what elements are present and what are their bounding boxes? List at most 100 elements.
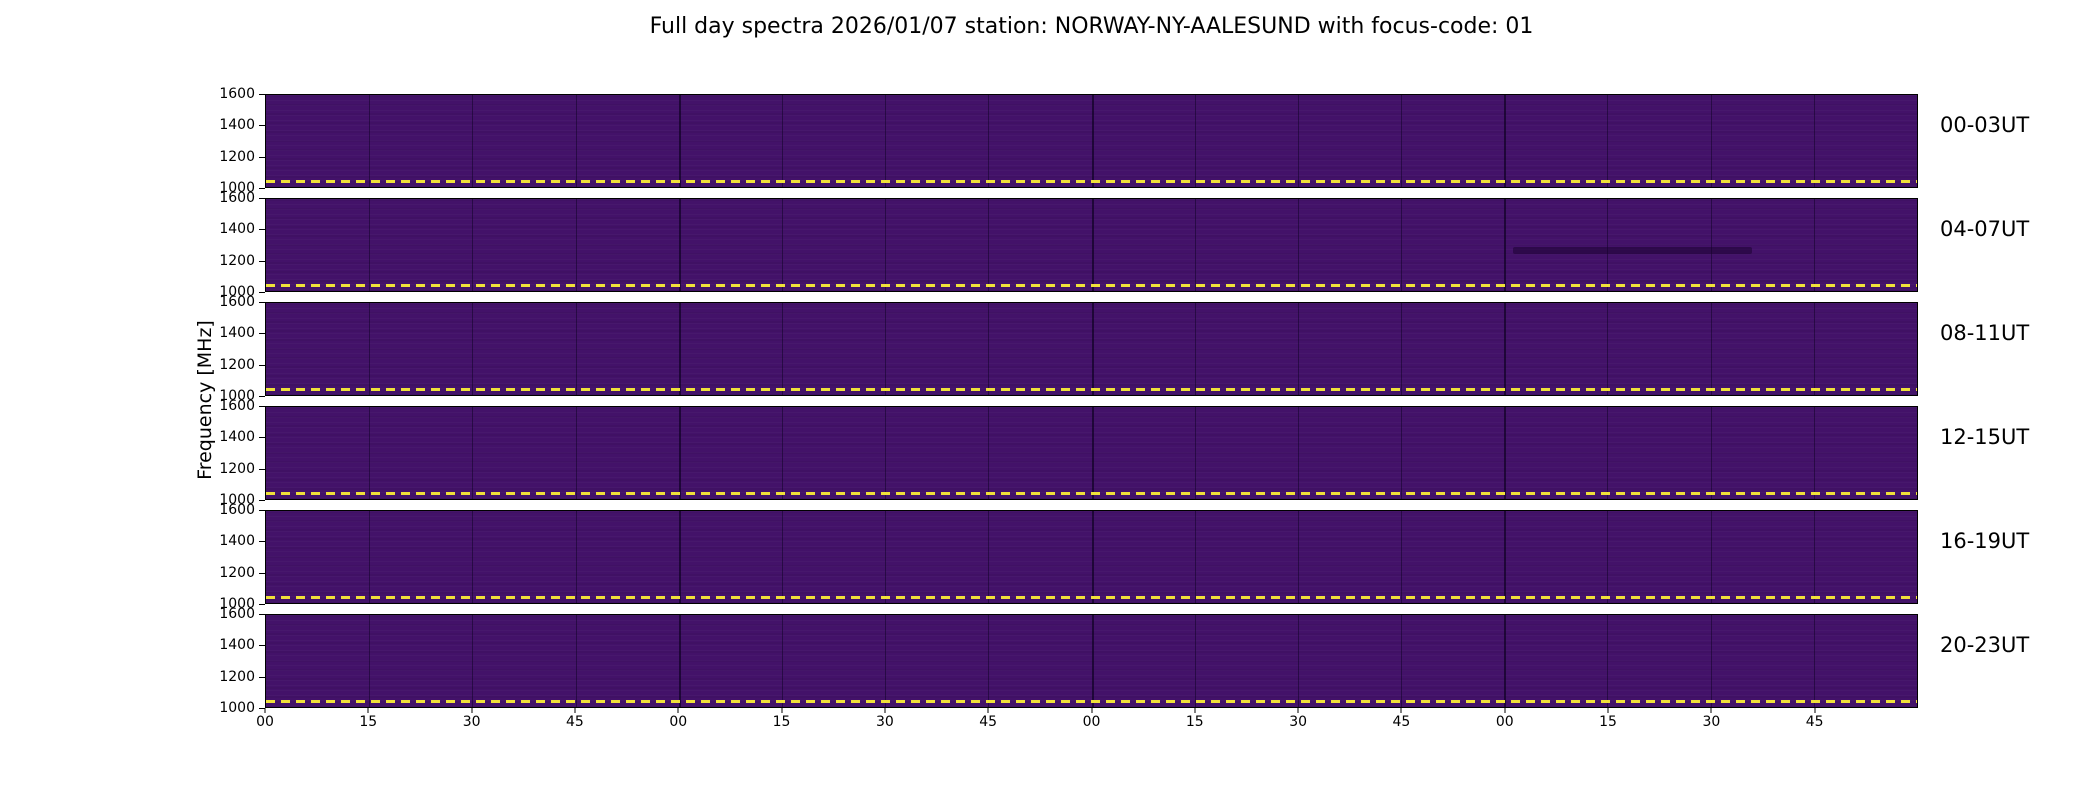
time-gridline bbox=[369, 615, 371, 707]
time-gridline bbox=[781, 511, 783, 603]
time-gridline bbox=[781, 615, 783, 707]
x-tick-mark bbox=[1091, 708, 1092, 713]
time-gridline bbox=[678, 303, 681, 395]
time-gridline bbox=[472, 199, 474, 291]
y-tick-mark bbox=[259, 125, 265, 127]
time-gridline bbox=[1194, 199, 1196, 291]
time-gridline bbox=[678, 199, 681, 291]
y-tick-mark bbox=[259, 406, 265, 407]
x-tick-mark bbox=[1814, 708, 1816, 713]
x-tick-mark bbox=[1504, 708, 1506, 713]
x-tick-mark bbox=[471, 708, 473, 713]
y-tick-label: 1600 bbox=[219, 502, 255, 518]
time-gridline bbox=[781, 95, 783, 187]
dark-emission-band bbox=[1512, 246, 1752, 255]
x-tick-mark bbox=[781, 708, 783, 713]
time-gridline bbox=[575, 199, 577, 291]
y-tick-mark bbox=[259, 572, 265, 574]
time-gridline bbox=[575, 407, 577, 499]
time-gridline bbox=[781, 407, 783, 499]
x-tick-mark bbox=[264, 708, 266, 713]
time-gridline bbox=[988, 511, 990, 603]
time-gridline bbox=[988, 303, 990, 395]
y-tick-label: 1000 bbox=[219, 596, 255, 612]
time-gridline bbox=[1091, 95, 1094, 187]
y-tick-mark bbox=[259, 260, 265, 262]
time-gridline bbox=[369, 199, 371, 291]
time-gridline bbox=[1504, 199, 1507, 291]
panel-time-label: 20-23UT bbox=[1940, 633, 2030, 657]
time-gridline bbox=[1607, 615, 1609, 707]
time-gridline bbox=[885, 407, 887, 499]
x-tick-label: 00 bbox=[256, 714, 274, 730]
panel-time-label: 08-11UT bbox=[1940, 321, 2030, 345]
time-gridline bbox=[1710, 303, 1712, 395]
spectrogram-panel: 1600 1400 1200 1000 12-15UT bbox=[219, 399, 2029, 507]
time-gridline bbox=[1710, 95, 1712, 187]
time-gridline bbox=[369, 407, 371, 499]
x-tick-label: 30 bbox=[1289, 714, 1308, 730]
time-gridline bbox=[1710, 615, 1712, 707]
x-tick-mark bbox=[884, 708, 886, 713]
y-tick-mark bbox=[259, 396, 265, 397]
time-gridline bbox=[1401, 511, 1403, 603]
x-tick-label: 15 bbox=[359, 714, 378, 730]
spectrogram-panel: 1600 1400 1200 1000 20-23UT bbox=[219, 607, 2029, 715]
y-tick-mark bbox=[259, 437, 265, 439]
time-gridline bbox=[1194, 95, 1196, 187]
y-tick-label: 1200 bbox=[219, 564, 255, 581]
time-gridline bbox=[1607, 95, 1609, 187]
y-tick-label: 1200 bbox=[219, 460, 255, 477]
y-tick-label: 1400 bbox=[219, 221, 255, 238]
time-gridline bbox=[781, 199, 783, 291]
x-tick-label: 30 bbox=[1702, 714, 1721, 730]
x-tick-label: 15 bbox=[1185, 714, 1204, 730]
x-tick-mark bbox=[987, 708, 989, 713]
time-gridline bbox=[1710, 511, 1712, 603]
y-tick-mark bbox=[259, 468, 265, 470]
y-axis-label: Frequency [MHz] bbox=[194, 320, 216, 480]
time-gridline bbox=[1813, 407, 1815, 499]
x-tick-label: 15 bbox=[1599, 714, 1617, 730]
time-gridline bbox=[988, 95, 990, 187]
spectrogram-image bbox=[265, 510, 1918, 604]
y-tick-mark bbox=[259, 676, 265, 678]
y-tick-mark bbox=[259, 333, 265, 335]
y-tick-mark bbox=[259, 229, 265, 231]
figure-title: Full day spectra 2026/01/07 station: NOR… bbox=[649, 14, 1534, 39]
y-tick-label: 1600 bbox=[219, 398, 255, 414]
panel-time-label: 00-03UT bbox=[1940, 113, 2030, 137]
time-gridline bbox=[1194, 511, 1196, 603]
x-tick-label: 15 bbox=[772, 714, 791, 730]
y-tick-mark bbox=[259, 614, 265, 615]
time-gridline bbox=[1091, 303, 1094, 395]
y-tick-label: 1600 bbox=[219, 86, 255, 102]
y-tick-mark bbox=[259, 198, 265, 199]
time-gridline bbox=[678, 511, 681, 603]
spectrogram-image bbox=[265, 302, 1918, 396]
y-tick-label: 1200 bbox=[219, 148, 255, 165]
time-gridline bbox=[1297, 511, 1299, 603]
y-tick-mark bbox=[259, 94, 265, 95]
spectrogram-panel: 1600 1400 1200 1000 08-11UT bbox=[219, 295, 2029, 403]
time-gridline bbox=[1297, 199, 1299, 291]
time-gridline bbox=[1813, 303, 1815, 395]
time-gridline bbox=[1297, 407, 1299, 499]
y-tick-mark bbox=[259, 292, 265, 293]
time-gridline bbox=[1091, 511, 1094, 603]
time-gridline bbox=[988, 407, 990, 499]
reference-dashed-line bbox=[266, 700, 1917, 703]
time-gridline bbox=[678, 407, 681, 499]
time-gridline bbox=[1297, 303, 1299, 395]
y-tick-label: 1600 bbox=[219, 294, 255, 310]
x-tick-mark bbox=[574, 708, 576, 713]
x-tick-label: 45 bbox=[566, 714, 584, 730]
time-gridline bbox=[1401, 615, 1403, 707]
y-tick-label: 1200 bbox=[219, 668, 255, 685]
y-tick-label: 1200 bbox=[219, 356, 255, 373]
time-gridline bbox=[1401, 303, 1403, 395]
time-gridline bbox=[369, 303, 371, 395]
x-tick-label: 45 bbox=[1805, 714, 1824, 730]
y-tick-label: 1000 bbox=[219, 492, 255, 508]
time-gridline bbox=[988, 199, 990, 291]
